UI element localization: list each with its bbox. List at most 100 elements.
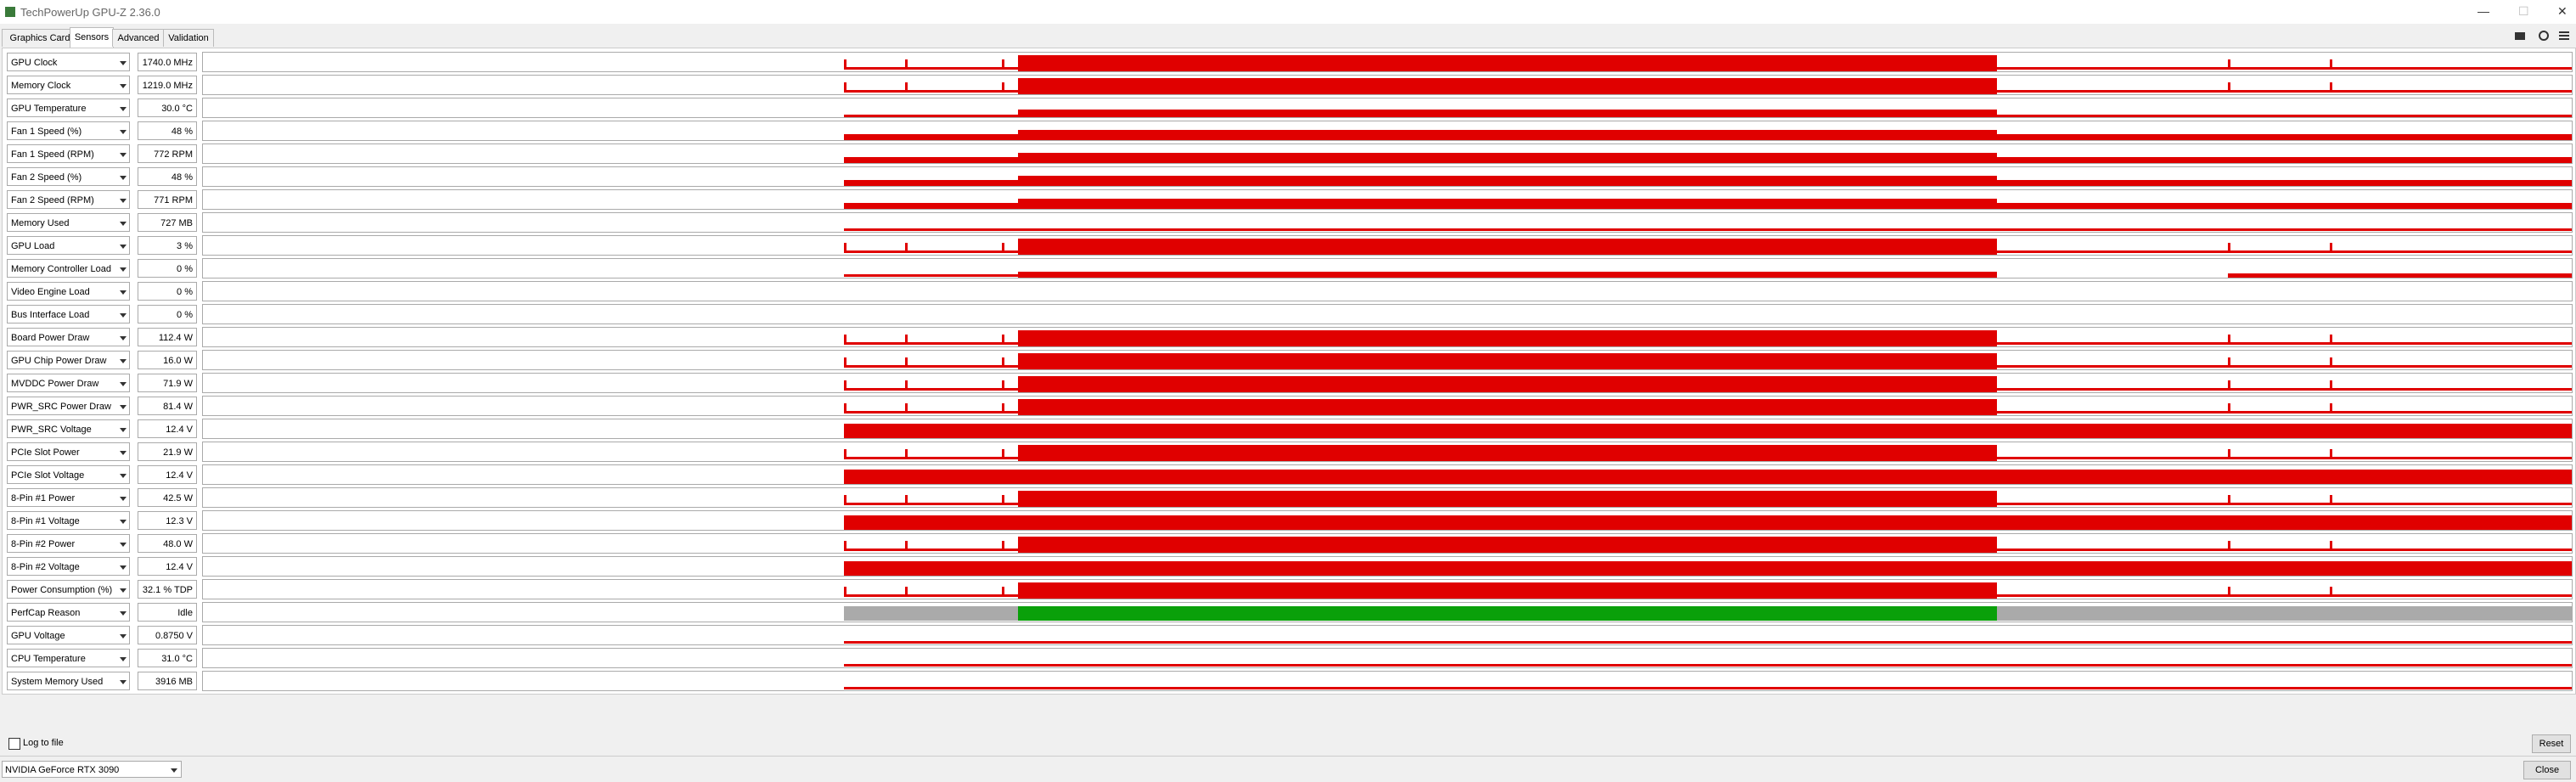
dropdown-arrow[interactable] — [120, 520, 127, 524]
graph-fill — [1018, 582, 1997, 599]
sensor-value: Idle — [138, 603, 197, 622]
dropdown-arrow[interactable] — [120, 588, 127, 593]
graph-fill — [1002, 82, 1004, 93]
sensor-label[interactable]: Fan 1 Speed (%) — [7, 121, 130, 140]
dropdown-arrow[interactable] — [120, 245, 127, 249]
sensor-value: 31.0 °C — [138, 649, 197, 667]
dropdown-arrow[interactable] — [120, 565, 127, 570]
sensor-label[interactable]: System Memory Used — [7, 672, 130, 690]
dropdown-arrow[interactable] — [120, 680, 127, 684]
sensor-value: 0 % — [138, 282, 197, 301]
sensor-label[interactable]: GPU Clock — [7, 53, 130, 71]
gpu-select-text: NVIDIA GeForce RTX 3090 — [5, 765, 120, 775]
sensor-label[interactable]: 8-Pin #1 Power — [7, 488, 130, 507]
dropdown-arrow[interactable] — [120, 130, 127, 134]
dropdown-arrow[interactable] — [120, 107, 127, 111]
reset-button[interactable]: Reset — [2532, 734, 2571, 753]
graph-fill — [2228, 403, 2230, 414]
sensor-label[interactable]: Bus Interface Load — [7, 305, 130, 323]
camera-icon[interactable] — [2515, 32, 2525, 40]
menu-icon[interactable] — [2559, 31, 2569, 40]
dropdown-arrow[interactable] — [120, 543, 127, 547]
graph-fill — [2330, 243, 2332, 253]
log-checkbox[interactable] — [8, 738, 20, 750]
maximize-button[interactable]: ☐ — [2518, 4, 2529, 18]
sensor-label[interactable]: PCIe Slot Power — [7, 442, 130, 461]
graph-fill — [844, 335, 846, 345]
dropdown-arrow[interactable] — [120, 634, 127, 639]
dropdown-arrow[interactable] — [120, 497, 127, 501]
sensor-label[interactable]: Memory Clock — [7, 76, 130, 94]
minimize-button[interactable]: — — [2478, 4, 2489, 18]
sensor-label[interactable]: PWR_SRC Power Draw — [7, 397, 130, 415]
dropdown-arrow[interactable] — [120, 84, 127, 88]
sensor-label[interactable]: Fan 2 Speed (%) — [7, 167, 130, 186]
sensor-label[interactable]: PCIe Slot Voltage — [7, 465, 130, 484]
sensor-label[interactable]: Fan 1 Speed (RPM) — [7, 144, 130, 163]
sensor-label[interactable]: Board Power Draw — [7, 328, 130, 346]
sensor-label[interactable]: GPU Load — [7, 236, 130, 255]
graph-fill — [1018, 78, 1997, 94]
sensor-graph — [202, 212, 2573, 233]
tab[interactable]: Advanced — [112, 29, 165, 47]
graph-fill — [844, 664, 2572, 667]
sensor-label[interactable]: PerfCap Reason — [7, 603, 130, 622]
dropdown-arrow[interactable] — [120, 451, 127, 455]
graph-fill — [1002, 357, 1004, 368]
dropdown-arrow[interactable] — [120, 382, 127, 386]
dropdown-arrow[interactable] — [120, 290, 127, 295]
dropdown-arrow[interactable] — [120, 199, 127, 203]
sensor-value: 42.5 W — [138, 488, 197, 507]
dropdown-arrow[interactable] — [120, 657, 127, 661]
graph-fill — [2228, 243, 2230, 253]
sensor-label[interactable]: Memory Used — [7, 213, 130, 232]
sensor-label[interactable]: GPU Chip Power Draw — [7, 351, 130, 369]
sensor-label[interactable]: MVDDC Power Draw — [7, 374, 130, 392]
graph-fill — [1018, 130, 1997, 140]
graph-fill — [844, 687, 2572, 689]
dropdown-arrow[interactable] — [120, 61, 127, 65]
graph-fill — [2228, 449, 2230, 459]
dropdown-arrow[interactable] — [120, 222, 127, 226]
tab[interactable]: Graphics Card — [2, 29, 78, 47]
sensor-graph — [202, 281, 2573, 301]
sensor-label[interactable]: 8-Pin #2 Power — [7, 534, 130, 553]
dropdown-arrow[interactable] — [120, 611, 127, 616]
graph-fill — [2228, 59, 2230, 70]
tab[interactable]: Validation — [163, 29, 214, 47]
close-button[interactable]: Close — [2523, 761, 2571, 779]
dropdown-arrow[interactable] — [120, 474, 127, 478]
dropdown-arrow[interactable] — [120, 313, 127, 318]
dropdown-arrow[interactable] — [120, 336, 127, 340]
dropdown-arrow[interactable] — [120, 153, 127, 157]
sensor-label[interactable]: Power Consumption (%) — [7, 580, 130, 599]
sensor-label[interactable]: Fan 2 Speed (RPM) — [7, 190, 130, 209]
sensor-label[interactable]: PWR_SRC Voltage — [7, 419, 130, 438]
sensor-label[interactable]: Memory Controller Load — [7, 259, 130, 278]
sensor-label[interactable]: 8-Pin #2 Voltage — [7, 557, 130, 576]
sensor-label[interactable]: Video Engine Load — [7, 282, 130, 301]
graph-fill — [1018, 176, 1997, 186]
graph-fill — [844, 561, 2572, 576]
sensor-label[interactable]: CPU Temperature — [7, 649, 130, 667]
log-to-file-label[interactable]: Log to file — [23, 738, 64, 748]
sensor-graph — [202, 556, 2573, 577]
dropdown-arrow[interactable] — [120, 267, 127, 272]
sensor-label[interactable]: GPU Temperature — [7, 98, 130, 117]
refresh-icon[interactable] — [2539, 31, 2549, 41]
close-window-button[interactable]: ✕ — [2557, 4, 2568, 18]
graph-fill — [844, 515, 2572, 530]
gpu-select[interactable]: NVIDIA GeForce RTX 3090 — [2, 761, 182, 778]
tab[interactable]: Sensors — [70, 27, 114, 48]
dropdown-arrow[interactable] — [120, 359, 127, 363]
sensor-label[interactable]: GPU Voltage — [7, 626, 130, 644]
sensor-label-text: GPU Voltage — [11, 631, 65, 641]
dropdown-arrow[interactable] — [120, 428, 127, 432]
sensor-value: 12.4 V — [138, 419, 197, 438]
window-title: TechPowerUp GPU-Z 2.36.0 — [20, 6, 160, 19]
dropdown-arrow[interactable] — [120, 176, 127, 180]
dropdown-arrow[interactable] — [120, 405, 127, 409]
graph-fill — [1018, 491, 1997, 507]
sensor-label[interactable]: 8-Pin #1 Voltage — [7, 511, 130, 530]
graph-fill — [1002, 449, 1004, 459]
